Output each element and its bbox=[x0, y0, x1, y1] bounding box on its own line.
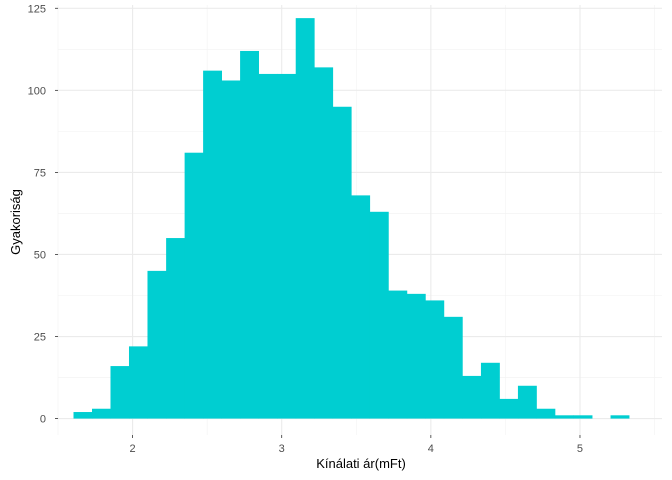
x-tick-label: 3 bbox=[279, 443, 285, 455]
y-tick-label: 25 bbox=[34, 332, 46, 344]
histogram-bar bbox=[536, 408, 556, 419]
histogram-bar bbox=[73, 412, 93, 419]
histogram-bar bbox=[351, 195, 371, 419]
histogram-bar bbox=[443, 316, 463, 419]
y-axis-title: Gyakoriság bbox=[8, 189, 23, 255]
histogram-bar bbox=[128, 346, 148, 419]
histogram-bar bbox=[92, 408, 111, 419]
histogram-bar bbox=[388, 290, 408, 419]
x-tick-label: 2 bbox=[130, 443, 136, 455]
x-tick-label: 4 bbox=[428, 443, 434, 455]
axis-ticks bbox=[55, 7, 581, 438]
x-axis-title: Kínálati ár(mFt) bbox=[316, 456, 406, 471]
histogram-bar bbox=[554, 415, 574, 419]
histogram-bar bbox=[184, 152, 204, 419]
histogram-bar bbox=[462, 375, 482, 419]
y-tick-label: 50 bbox=[34, 249, 46, 261]
histogram-bar bbox=[480, 362, 500, 419]
histogram-bars bbox=[73, 18, 630, 419]
histogram-bar bbox=[295, 18, 315, 419]
histogram-bar bbox=[203, 70, 223, 419]
histogram-bar bbox=[147, 270, 167, 419]
x-axis-tick-labels: 2 3 4 5 bbox=[130, 443, 584, 455]
y-tick-label: 75 bbox=[34, 167, 46, 179]
histogram-bar bbox=[369, 211, 389, 419]
histogram-bar bbox=[499, 398, 519, 419]
x-tick-label: 5 bbox=[577, 443, 583, 455]
histogram-bar bbox=[110, 366, 130, 419]
histogram-bar bbox=[425, 300, 445, 419]
histogram-bar bbox=[517, 385, 537, 419]
y-tick-label: 0 bbox=[40, 414, 46, 426]
y-tick-label: 125 bbox=[28, 3, 46, 15]
histogram-bar bbox=[221, 80, 241, 419]
histogram-bar bbox=[277, 73, 297, 419]
y-axis-tick-labels: 0 25 50 75 100 125 bbox=[28, 3, 46, 425]
histogram-bar bbox=[240, 50, 259, 419]
histogram-bar bbox=[573, 415, 593, 419]
histogram-bar bbox=[258, 73, 278, 419]
histogram-bar bbox=[314, 67, 334, 419]
histogram-bar bbox=[166, 238, 186, 419]
histogram-bar bbox=[332, 106, 352, 419]
histogram-bar bbox=[610, 415, 630, 419]
histogram-bar bbox=[406, 293, 426, 419]
y-tick-label: 100 bbox=[28, 85, 46, 97]
